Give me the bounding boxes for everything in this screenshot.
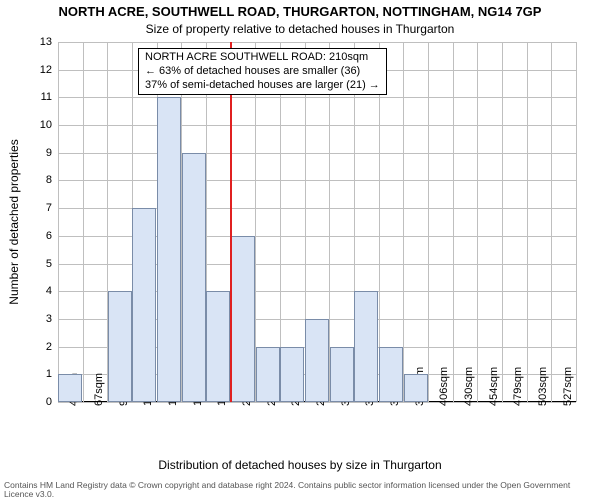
reference-line [230, 42, 232, 402]
histogram-bar [108, 291, 132, 402]
y-tick-label: 3 [46, 313, 58, 325]
y-tick-label: 4 [46, 285, 58, 297]
histogram-bar [182, 153, 206, 402]
histogram-bar [354, 291, 378, 402]
annotation-line-3: 37% of semi-detached houses are larger (… [145, 79, 380, 93]
gridline-v [576, 42, 577, 402]
gridline-v [403, 42, 404, 402]
x-tick-label: 454sqm [488, 363, 500, 406]
gridline-v [477, 42, 478, 402]
histogram-bar [231, 236, 255, 402]
gridline-v [527, 42, 528, 402]
y-axis-label: Number of detached properties [7, 139, 21, 304]
x-tick-label: 67sqm [93, 369, 105, 406]
y-tick-label: 0 [46, 396, 58, 408]
y-tick-label: 11 [41, 91, 58, 103]
histogram-bar [132, 208, 156, 402]
chart-title-main: NORTH ACRE, SOUTHWELL ROAD, THURGARTON, … [0, 4, 600, 19]
x-tick-label: 527sqm [562, 363, 574, 406]
y-tick-label: 9 [46, 147, 58, 159]
annotation-box: NORTH ACRE SOUTHWELL ROAD: 210sqm ← 63% … [138, 48, 387, 95]
y-tick-label: 5 [46, 258, 58, 270]
histogram-bar [280, 347, 304, 402]
histogram-bar [305, 319, 329, 402]
gridline-v [58, 42, 59, 402]
gridline-v [551, 42, 552, 402]
y-tick-label: 6 [46, 230, 58, 242]
y-tick-label: 13 [40, 36, 58, 48]
x-tick-label: 479sqm [512, 363, 524, 406]
histogram-bar [206, 291, 230, 402]
gridline-v [428, 42, 429, 402]
gridline-h [58, 180, 576, 181]
gridline-h [58, 153, 576, 154]
y-tick-label: 1 [46, 368, 58, 380]
gridline-v [502, 42, 503, 402]
chart-frame: NORTH ACRE, SOUTHWELL ROAD, THURGARTON, … [0, 0, 600, 500]
gridline-v [83, 42, 84, 402]
histogram-bar [256, 347, 280, 402]
x-tick-label: 406sqm [438, 363, 450, 406]
y-tick-label: 2 [46, 341, 58, 353]
annotation-line-1: NORTH ACRE SOUTHWELL ROAD: 210sqm [145, 51, 380, 65]
chart-title-sub: Size of property relative to detached ho… [0, 22, 600, 36]
plot-area: 01234567891011121343sqm67sqm91sqm116sqm1… [58, 42, 576, 402]
x-tick-label: 503sqm [537, 363, 549, 406]
y-tick-label: 10 [40, 119, 58, 131]
gridline-v [453, 42, 454, 402]
histogram-bar [157, 97, 181, 402]
gridline-h [58, 97, 576, 98]
histogram-bar [404, 374, 428, 402]
plot-inner: 01234567891011121343sqm67sqm91sqm116sqm1… [58, 42, 576, 402]
histogram-bar [330, 347, 354, 402]
gridline-h [58, 125, 576, 126]
y-tick-label: 12 [40, 64, 58, 76]
y-tick-label: 7 [46, 202, 58, 214]
histogram-bar [379, 347, 403, 402]
x-tick-label: 430sqm [463, 363, 475, 406]
x-axis-label: Distribution of detached houses by size … [0, 458, 600, 472]
histogram-bar [58, 374, 82, 402]
gridline-h [58, 42, 576, 43]
y-tick-label: 8 [46, 174, 58, 186]
footer-attribution: Contains HM Land Registry data © Crown c… [4, 481, 596, 498]
annotation-line-2: ← 63% of detached houses are smaller (36… [145, 65, 380, 79]
